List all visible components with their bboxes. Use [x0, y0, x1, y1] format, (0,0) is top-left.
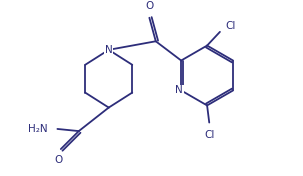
Text: N: N — [105, 45, 113, 55]
Text: O: O — [145, 1, 154, 11]
Text: H₂N: H₂N — [28, 124, 48, 134]
Text: O: O — [55, 155, 63, 165]
Text: Cl: Cl — [225, 21, 236, 31]
Text: N: N — [175, 86, 183, 95]
Text: Cl: Cl — [204, 130, 215, 140]
